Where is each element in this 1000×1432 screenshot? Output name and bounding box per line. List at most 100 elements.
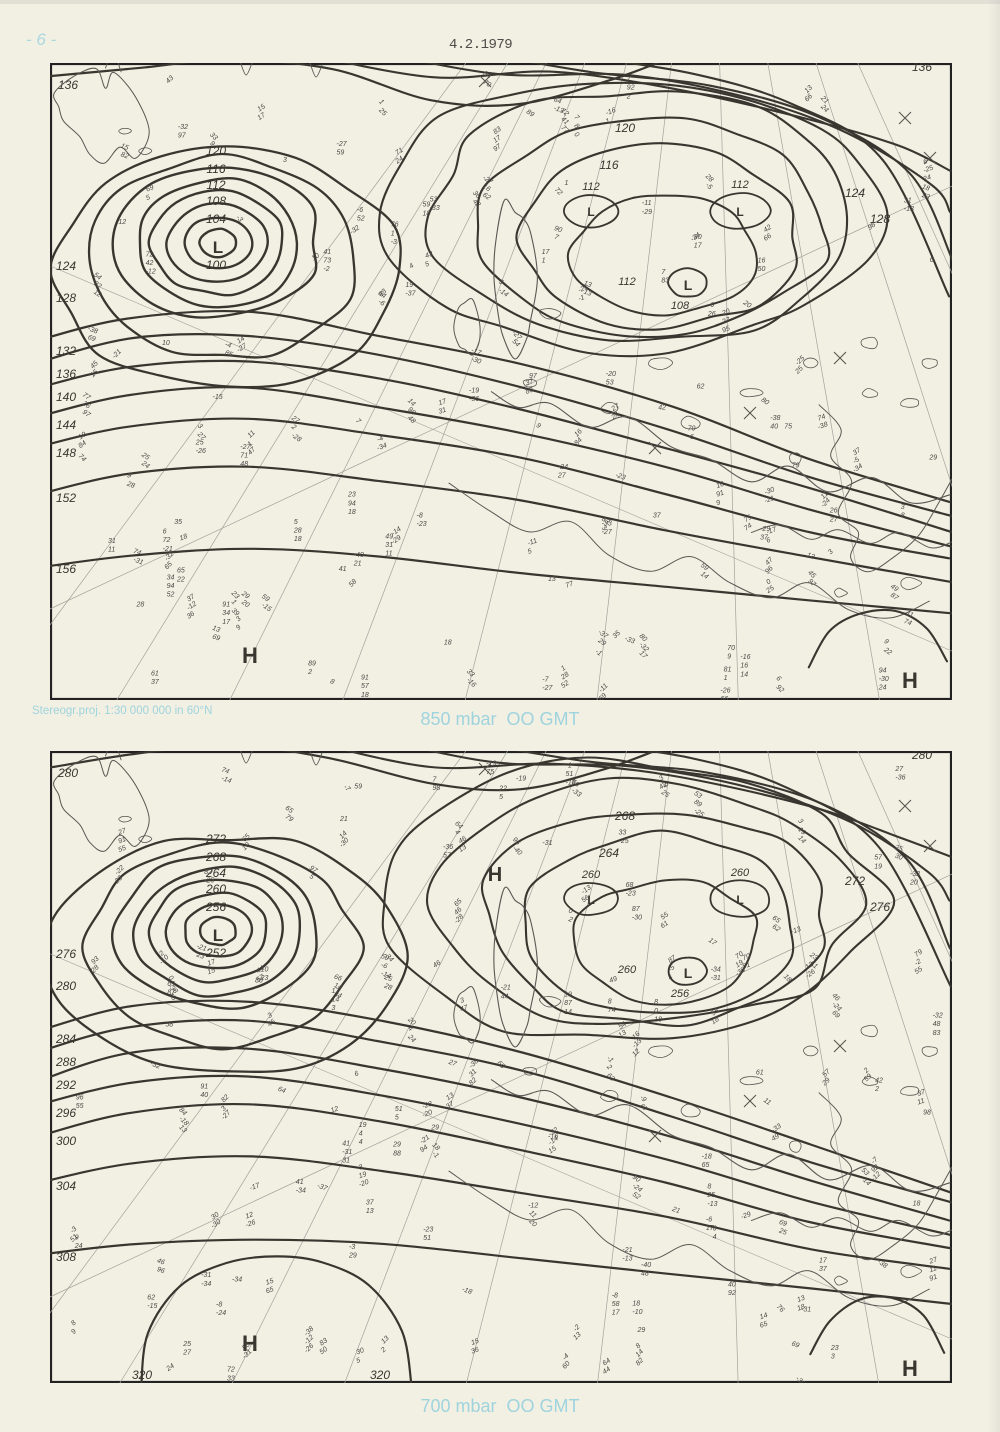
svg-text:60: 60 — [561, 1360, 572, 1371]
svg-text:14: 14 — [564, 1009, 572, 1016]
svg-text:16: 16 — [758, 257, 766, 264]
svg-text:296: 296 — [55, 1106, 76, 1120]
svg-text:-30: -30 — [632, 915, 642, 922]
svg-text:96: 96 — [156, 1266, 166, 1275]
svg-text:91: 91 — [200, 1083, 208, 1090]
svg-text:-11: -11 — [598, 682, 610, 694]
svg-text:33: 33 — [619, 830, 627, 837]
svg-text:55: 55 — [76, 1103, 84, 1110]
svg-text:12: 12 — [118, 219, 126, 226]
svg-text:304: 304 — [56, 1179, 76, 1193]
svg-text:65: 65 — [702, 1162, 710, 1169]
svg-text:-12: -12 — [528, 1203, 538, 1210]
svg-text:17: 17 — [256, 111, 267, 122]
svg-text:7: 7 — [354, 418, 362, 426]
svg-text:15: 15 — [265, 1278, 275, 1287]
svg-text:2: 2 — [289, 423, 297, 432]
svg-text:-6: -6 — [380, 962, 388, 971]
svg-text:24: 24 — [878, 685, 887, 692]
svg-text:-33: -33 — [570, 787, 582, 799]
svg-text:29: 29 — [637, 1327, 646, 1334]
svg-text:43: 43 — [424, 251, 434, 260]
svg-text:0: 0 — [567, 908, 573, 916]
svg-text:100: 100 — [206, 258, 226, 272]
svg-text:256: 256 — [670, 988, 690, 1000]
svg-text:69: 69 — [790, 1341, 800, 1350]
svg-text:72: 72 — [227, 1367, 235, 1374]
svg-text:112: 112 — [731, 179, 749, 191]
svg-text:72: 72 — [553, 186, 564, 197]
svg-text:-6: -6 — [357, 207, 363, 214]
svg-text:69: 69 — [145, 184, 155, 193]
svg-text:H: H — [902, 668, 918, 693]
svg-text:116: 116 — [599, 158, 618, 172]
svg-text:79: 79 — [914, 948, 924, 958]
svg-text:18: 18 — [444, 640, 452, 647]
svg-text:28: 28 — [293, 528, 302, 535]
svg-text:-5: -5 — [704, 182, 713, 191]
svg-text:5: 5 — [294, 519, 298, 526]
svg-text:-30: -30 — [879, 676, 889, 683]
svg-text:5: 5 — [355, 1357, 361, 1365]
svg-text:292: 292 — [55, 1078, 76, 1092]
svg-text:-12: -12 — [146, 269, 156, 276]
svg-text:50: 50 — [758, 266, 766, 273]
svg-text:97: 97 — [806, 578, 817, 589]
svg-text:9: 9 — [70, 1328, 78, 1336]
svg-text:59: 59 — [354, 783, 362, 790]
svg-text:120: 120 — [615, 121, 635, 135]
svg-text:52: 52 — [167, 592, 175, 599]
svg-text:48: 48 — [406, 415, 417, 426]
svg-text:31: 31 — [342, 1158, 350, 1165]
svg-text:22: 22 — [176, 576, 185, 583]
svg-text:4: 4 — [713, 1234, 717, 1241]
svg-text:9: 9 — [882, 638, 889, 646]
svg-text:65: 65 — [163, 561, 174, 572]
svg-text:320: 320 — [132, 1368, 152, 1382]
svg-text:48: 48 — [933, 1021, 941, 1028]
svg-text:6: 6 — [774, 675, 782, 683]
svg-text:50: 50 — [319, 1346, 329, 1356]
svg-text:23: 23 — [920, 192, 931, 202]
svg-text:-25: -25 — [204, 878, 214, 885]
svg-text:42: 42 — [146, 260, 154, 267]
svg-text:-38: -38 — [770, 415, 780, 422]
svg-text:15: 15 — [547, 1145, 557, 1155]
svg-text:58: 58 — [165, 1021, 173, 1028]
svg-text:4: 4 — [408, 262, 415, 270]
svg-text:88: 88 — [393, 1150, 401, 1157]
svg-text:-7: -7 — [542, 676, 549, 683]
svg-text:45: 45 — [267, 1018, 277, 1028]
svg-text:-24: -24 — [558, 464, 568, 471]
svg-text:51: 51 — [395, 1106, 403, 1113]
svg-text:288: 288 — [55, 1055, 76, 1069]
svg-text:108: 108 — [671, 300, 690, 312]
svg-text:74: 74 — [77, 453, 88, 464]
svg-text:58: 58 — [348, 578, 359, 589]
svg-text:124: 124 — [56, 259, 76, 273]
svg-text:46: 46 — [432, 959, 442, 969]
svg-text:29: 29 — [348, 1252, 357, 1259]
svg-text:74: 74 — [608, 1007, 616, 1014]
svg-text:27: 27 — [894, 766, 904, 773]
svg-text:44: 44 — [501, 993, 509, 1000]
svg-text:-28: -28 — [421, 1101, 433, 1111]
svg-text:-23: -23 — [626, 891, 636, 898]
svg-text:87: 87 — [667, 954, 678, 965]
svg-text:-29: -29 — [740, 1211, 752, 1221]
svg-text:92: 92 — [774, 684, 785, 695]
svg-text:14: 14 — [699, 571, 709, 581]
svg-text:7: 7 — [553, 234, 560, 242]
svg-text:23: 23 — [347, 492, 356, 499]
svg-text:28: 28 — [382, 982, 393, 992]
svg-text:52: 52 — [357, 216, 365, 223]
svg-text:12: 12 — [92, 289, 102, 299]
svg-text:108: 108 — [206, 194, 226, 208]
svg-text:144: 144 — [56, 418, 76, 432]
svg-text:25: 25 — [182, 1341, 191, 1348]
svg-text:92: 92 — [627, 85, 635, 92]
svg-text:57: 57 — [443, 853, 452, 860]
svg-text:63: 63 — [605, 1072, 616, 1083]
svg-text:-14: -14 — [497, 287, 509, 299]
svg-text:0: 0 — [654, 1008, 658, 1015]
